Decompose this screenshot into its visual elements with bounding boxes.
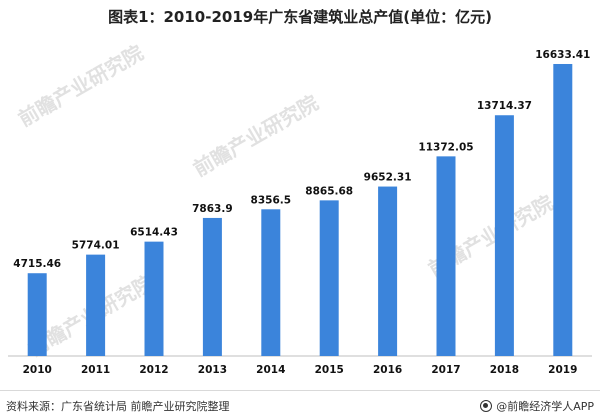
data-label-2010: 4715.46	[13, 258, 61, 270]
bar-2018	[494, 115, 514, 357]
data-label-2015: 8865.68	[305, 185, 353, 197]
source-text: 资料来源：广东省统计局 前瞻产业研究院整理	[6, 400, 230, 413]
footer-divider	[0, 390, 600, 391]
data-label-2014: 8356.5	[251, 194, 292, 206]
data-label-2011: 5774.01	[72, 240, 120, 252]
chart-title: 图表1：2010-2019年广东省建筑业总产值(单位：亿元)	[108, 8, 492, 26]
data-label-2016: 9652.31	[364, 172, 412, 184]
bar-2013	[202, 217, 222, 356]
brand-text: @前瞻经济学人APP	[496, 400, 594, 413]
x-tick-2013: 2013	[198, 364, 227, 376]
bar-2010	[27, 273, 47, 356]
data-label-2019: 16633.41	[535, 49, 590, 61]
x-tick-2010: 2010	[23, 364, 52, 376]
bar-2016	[378, 186, 398, 356]
x-tick-2016: 2016	[373, 364, 402, 376]
x-tick-2011: 2011	[81, 364, 110, 376]
x-tick-2017: 2017	[431, 364, 460, 376]
bar-2011	[86, 254, 106, 356]
x-tick-2018: 2018	[490, 364, 519, 376]
bar-2014	[261, 209, 281, 356]
x-tick-2015: 2015	[315, 364, 344, 376]
data-label-2012: 6514.43	[130, 227, 178, 239]
brand-circle-icon	[480, 400, 493, 412]
data-label-2017: 11372.05	[418, 141, 473, 153]
x-tick-2012: 2012	[139, 364, 168, 376]
bar-2015	[319, 200, 339, 356]
x-tick-2014: 2014	[256, 364, 285, 376]
bar-2017	[436, 156, 456, 356]
bar-2012	[144, 241, 164, 356]
x-tick-2019: 2019	[548, 364, 577, 376]
data-label-2018: 13714.37	[477, 100, 532, 112]
brand-label: @前瞻经济学人APP	[480, 398, 594, 414]
bar-2019	[553, 63, 573, 357]
data-label-2013: 7863.9	[192, 203, 233, 215]
